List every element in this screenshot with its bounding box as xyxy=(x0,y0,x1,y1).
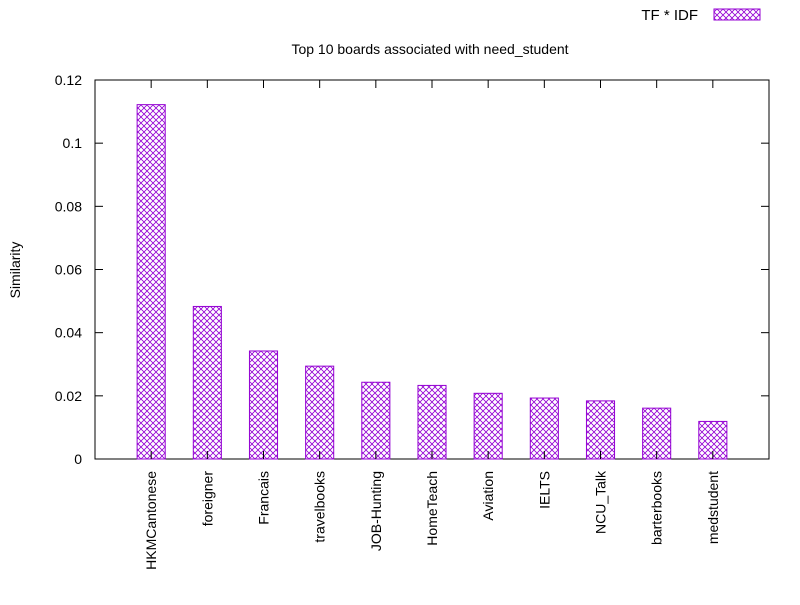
y-tick-label: 0.04 xyxy=(55,325,82,341)
bars-group xyxy=(136,104,728,460)
bar xyxy=(361,381,391,460)
x-tick-label: Francais xyxy=(256,471,272,525)
y-tick-label: 0.06 xyxy=(55,262,82,278)
legend-swatch xyxy=(713,8,761,21)
x-tick-label: NCU_Talk xyxy=(593,470,609,534)
x-axis-tick-labels: HKMCantonese foreigner Francais travelbooks… xyxy=(143,80,721,570)
bar xyxy=(417,384,447,460)
x-tick-label: barterbooks xyxy=(649,471,665,545)
y-tick-label: 0.12 xyxy=(55,72,82,88)
x-tick-label: travelbooks xyxy=(312,471,328,543)
bar xyxy=(248,350,279,460)
x-tick-label: HomeTeach xyxy=(424,471,440,546)
bar xyxy=(698,420,728,460)
legend-label: TF * IDF xyxy=(641,7,698,24)
bar xyxy=(305,365,335,460)
y-tick-label: 0 xyxy=(74,451,82,467)
bar xyxy=(585,400,616,460)
bar xyxy=(136,104,166,460)
y-tick-label: 0.1 xyxy=(63,135,83,151)
bar xyxy=(642,407,672,460)
x-tick-label: medstudent xyxy=(705,471,721,544)
y-tick-label: 0.02 xyxy=(55,388,82,404)
legend: TF * IDF xyxy=(641,7,761,24)
x-tick-label: HKMCantonese xyxy=(143,471,159,570)
bar xyxy=(473,392,503,460)
y-tick-label: 0.08 xyxy=(55,198,82,214)
x-tick-label: Aviation xyxy=(480,471,496,521)
x-tick-label: JOB-Hunting xyxy=(368,471,384,551)
bar xyxy=(192,305,222,460)
bar xyxy=(529,397,559,460)
x-tick-label: foreigner xyxy=(199,471,215,527)
y-axis-label: Similarity xyxy=(7,242,23,299)
x-tick-label: IELTS xyxy=(536,471,552,509)
y-axis-ticks: 0 0.02 0.04 0.06 0.08 0.1 0.12 xyxy=(55,72,769,467)
chart-title: Top 10 boards associated with need_stude… xyxy=(291,41,568,57)
